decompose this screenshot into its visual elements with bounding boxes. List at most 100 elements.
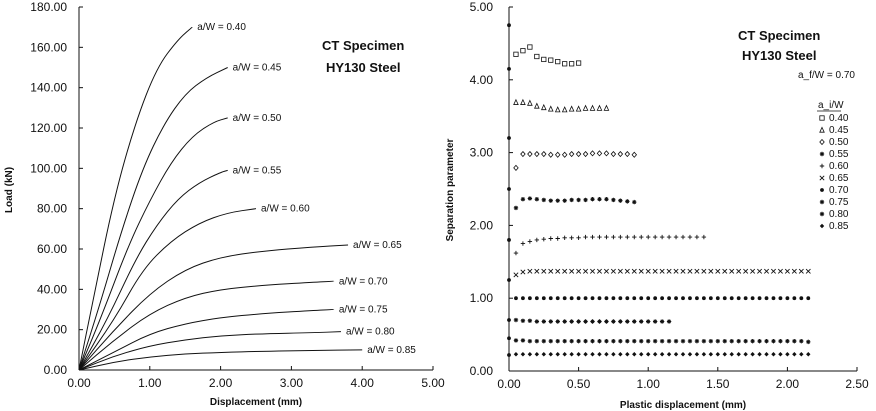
data-point <box>513 98 519 105</box>
data-point <box>507 187 511 191</box>
data-point <box>604 234 609 240</box>
data-point <box>583 234 588 240</box>
data-point <box>541 150 547 158</box>
data-point <box>582 150 589 158</box>
data-point <box>527 352 533 357</box>
data-point <box>569 268 575 274</box>
data-point <box>618 319 623 324</box>
curve-label: a/W = 0.50 <box>233 113 282 124</box>
data-point <box>799 296 804 301</box>
left-x-tick-label: 1.00 <box>138 376 162 390</box>
legend-label: 0.65 <box>829 173 849 184</box>
left-x-tick-label: 5.00 <box>421 376 445 390</box>
data-point <box>646 338 651 344</box>
data-point <box>701 296 706 301</box>
data-point <box>562 319 567 324</box>
data-point <box>771 296 776 301</box>
data-point <box>520 150 526 158</box>
data-point <box>743 296 748 301</box>
data-point <box>792 352 797 357</box>
data-point <box>708 296 713 301</box>
data-point <box>507 318 511 322</box>
data-point <box>548 57 554 63</box>
data-point <box>750 268 756 274</box>
load-curve <box>78 67 228 371</box>
left-y-tick-label: 60.00 <box>37 242 67 256</box>
data-point <box>569 235 574 240</box>
data-point <box>513 205 519 211</box>
data-point <box>541 296 546 301</box>
data-point <box>750 352 755 357</box>
data-point <box>659 352 665 357</box>
data-point <box>541 56 547 63</box>
data-point <box>694 268 700 274</box>
data-point <box>611 197 616 203</box>
data-point <box>639 296 644 301</box>
data-point <box>625 338 630 344</box>
data-point <box>666 234 672 240</box>
data-point <box>791 268 797 274</box>
data-point <box>764 338 769 344</box>
data-point <box>541 237 546 242</box>
curve-label: a/W = 0.80 <box>346 327 395 338</box>
data-point <box>604 352 609 357</box>
legend-label: 0.80 <box>829 209 849 220</box>
data-point <box>785 338 790 344</box>
left-y-tick-label: 140.00 <box>30 81 67 95</box>
left-y-tick-label: 160.00 <box>30 40 67 54</box>
data-point <box>611 338 616 344</box>
data-point <box>784 268 790 274</box>
data-point <box>618 198 623 203</box>
separation-parameter-chart: 0.00 0.50 1.00 1.50 2.00 2.50 0.00 1.00 2.00 3.0… <box>445 0 869 411</box>
data-point <box>659 338 665 344</box>
data-point <box>757 338 762 344</box>
data-point <box>520 338 526 343</box>
data-point <box>764 268 770 274</box>
data-point <box>555 236 560 241</box>
data-point <box>541 319 546 324</box>
data-point <box>582 104 589 111</box>
data-point <box>729 268 735 274</box>
data-point <box>583 197 588 203</box>
data-point <box>673 268 679 274</box>
data-point <box>624 268 630 274</box>
data-point <box>548 236 553 241</box>
curve-label: a/W = 0.45 <box>233 63 282 74</box>
series-0.80 <box>513 338 811 345</box>
data-point <box>680 234 686 240</box>
data-point <box>534 319 540 324</box>
data-point <box>527 196 533 201</box>
left-x-axis-title: Displacement (mm) <box>210 397 302 408</box>
data-point <box>569 296 574 301</box>
left-specimen-title: CT Specimen <box>322 38 404 53</box>
right-scatter-points <box>507 23 811 357</box>
data-point <box>548 198 553 203</box>
series-0.70 <box>514 296 811 301</box>
data-point <box>534 196 540 202</box>
right-x-tick-label: 0.50 <box>567 377 591 391</box>
data-point <box>527 239 533 244</box>
data-point <box>562 235 567 240</box>
data-point <box>576 197 581 203</box>
data-point <box>729 296 734 301</box>
legend: a_i/W 0.400.450.500.550.600.650.700.750.… <box>817 100 849 232</box>
data-point <box>645 268 651 274</box>
curve-label: a/W = 0.60 <box>261 204 310 215</box>
legend-marker <box>819 163 825 169</box>
data-point <box>666 319 672 324</box>
data-point <box>520 48 526 54</box>
data-point <box>666 268 672 274</box>
data-point <box>736 338 741 344</box>
data-point <box>575 150 582 158</box>
load-curve <box>78 349 363 371</box>
left-curves <box>78 26 363 371</box>
data-point <box>555 352 560 357</box>
legend-label: 0.75 <box>829 197 849 208</box>
data-point <box>589 150 596 157</box>
data-point <box>632 296 637 301</box>
left-y-tick-label: 40.00 <box>37 282 67 296</box>
series-0.45 <box>513 98 610 113</box>
legend-marker <box>820 188 824 192</box>
data-point <box>631 268 637 274</box>
data-point <box>583 319 588 324</box>
